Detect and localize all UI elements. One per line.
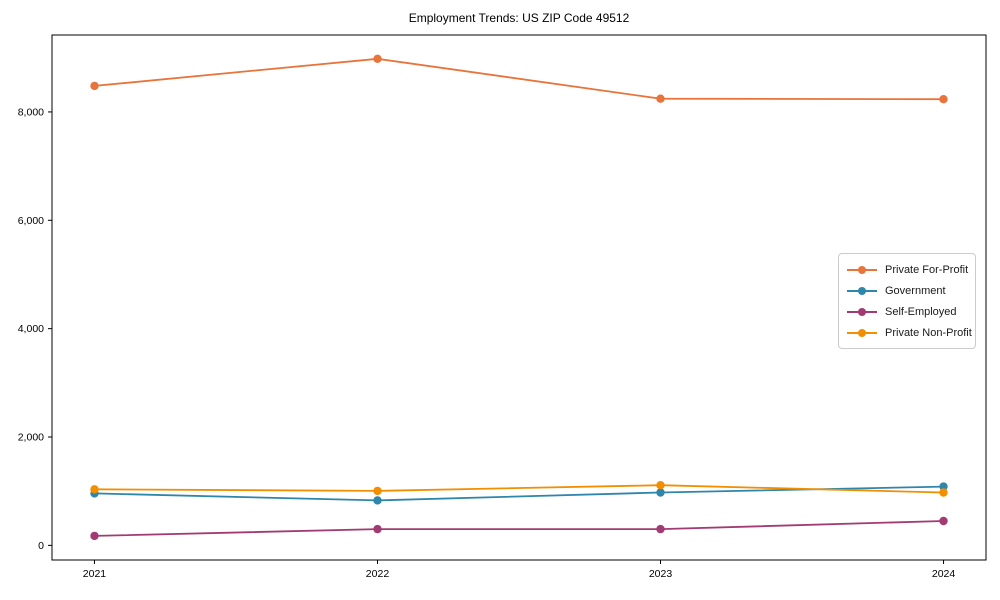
data-point-government	[939, 482, 948, 491]
data-point-self-employed	[90, 531, 99, 541]
data-point-private-for-profit	[90, 81, 99, 91]
x-axis-tick-label: 2024	[932, 568, 956, 580]
legend-label: Self-Employed	[885, 305, 957, 318]
y-axis-tick-label: 0	[38, 540, 44, 552]
chart-title: Employment Trends: US ZIP Code 49512	[408, 11, 630, 25]
y-axis-tick-label: 8,000	[18, 106, 44, 118]
data-point-private-for-profit	[373, 54, 382, 63]
legend-label: Private For-Profit	[885, 263, 969, 276]
data-point-private-non-profit	[90, 485, 99, 494]
series-line-private-for-profit	[93, 57, 945, 101]
data-point-private-non-profit	[373, 486, 382, 496]
data-point-private-for-profit	[939, 95, 948, 104]
legend-item-government: Government	[847, 280, 967, 301]
plot-border	[51, 34, 987, 561]
x-axis-tick-label: 2021	[83, 568, 107, 580]
legend-label: Private Non-Profit	[885, 326, 972, 339]
legend-marker-icon	[847, 286, 877, 296]
legend-label: Government	[885, 284, 946, 297]
y-axis-tick-label: 2,000	[18, 432, 44, 444]
legend-marker-icon	[847, 328, 877, 338]
legend-item-private-for-profit: Private For-Profit	[847, 259, 969, 280]
x-axis-tick-label: 2022	[366, 568, 390, 580]
data-point-private-for-profit	[656, 94, 665, 103]
data-point-government	[656, 488, 665, 497]
data-point-private-non-profit	[939, 488, 948, 497]
legend-item-private-non-profit: Private Non-Profit	[847, 322, 972, 343]
series-line-self-employed	[93, 520, 945, 537]
data-point-self-employed	[656, 524, 665, 534]
data-point-private-non-profit	[656, 481, 665, 490]
y-axis-tick-label: 6,000	[18, 215, 44, 227]
legend-item-self-employed: Self-Employed	[847, 301, 967, 322]
y-axis-tick-label: 4,000	[18, 323, 44, 335]
legend-marker-icon	[847, 307, 877, 317]
legend-marker-icon	[847, 265, 877, 275]
series-line-private-non-profit	[93, 484, 945, 494]
legend: Private For-Profit Government Self-Employe…	[838, 253, 976, 349]
data-point-self-employed	[373, 524, 382, 534]
x-axis-tick-label: 2023	[649, 568, 673, 580]
data-point-government	[373, 496, 382, 505]
data-point-self-employed	[939, 516, 948, 526]
